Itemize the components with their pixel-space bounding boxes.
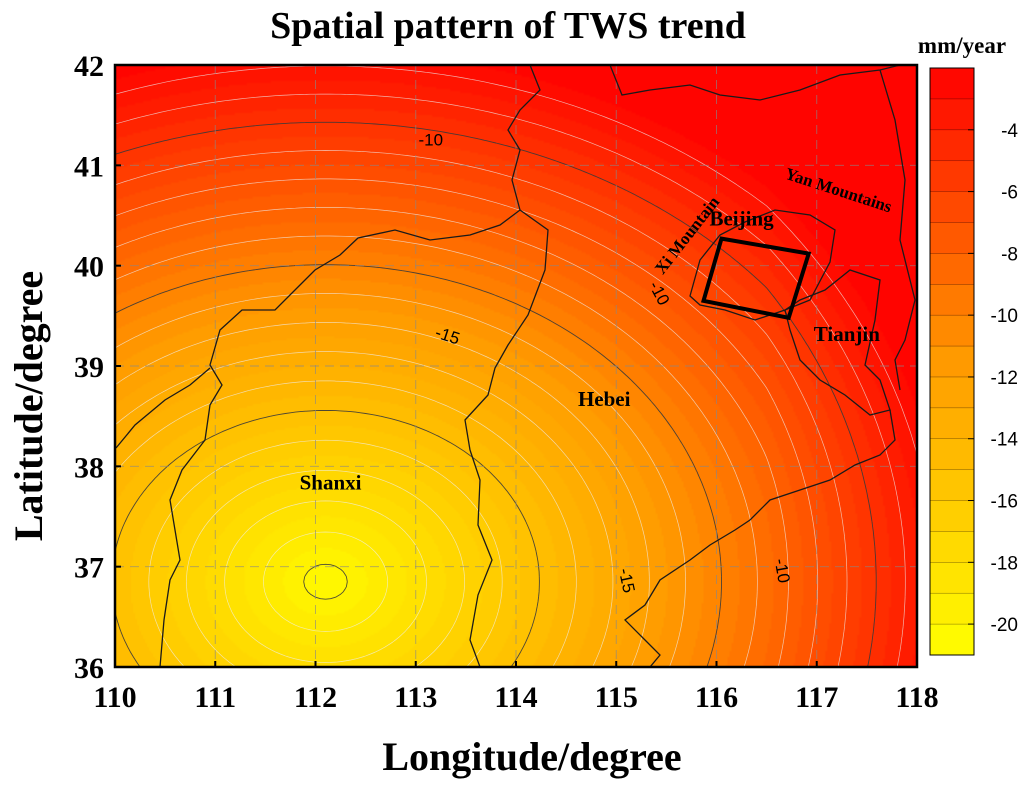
y-tick-label: 38 [74, 451, 104, 484]
contour-line-minor [115, 351, 614, 667]
x-tick-label: 110 [93, 681, 136, 714]
colorbar-band [930, 68, 974, 100]
contour-line-minor [148, 439, 503, 667]
contour-label: -10 [419, 130, 444, 149]
study-area-box [700, 236, 812, 321]
region-label: Hebei [578, 387, 631, 411]
colorbar-band [930, 376, 974, 409]
y-tick-label: 40 [74, 251, 104, 284]
colorbar-tick-label: -14 [991, 430, 1019, 451]
coastline [879, 69, 916, 391]
colorbar-tick-label: -8 [1001, 244, 1018, 265]
y-axis-title: Latitude/degree [6, 271, 51, 541]
region-label: Tianjin [814, 322, 880, 346]
colorbar-band [930, 98, 974, 131]
y-axis: 36 37 38 39 40 41 42 [74, 50, 121, 685]
x-tick-label: 112 [294, 681, 337, 714]
colorbar-tick-label: -20 [991, 615, 1018, 636]
colorbar-band [930, 191, 974, 223]
x-axis: 110 111 112 113 114 115 116 117 118 [93, 661, 939, 714]
colorbar-tick-label: -12 [991, 368, 1018, 389]
x-tick-label: 115 [595, 681, 638, 714]
contour-line-minor [115, 207, 789, 667]
colorbar-band [930, 624, 974, 656]
chart-title: Spatial pattern of TWS trend [270, 5, 746, 47]
plot-area [115, 65, 917, 667]
colorbar-unit: mm/year [918, 33, 1006, 58]
colorbar-tick-label: -16 [991, 492, 1018, 513]
colorbar-band [930, 469, 974, 502]
contour-line-minor [115, 235, 758, 667]
contour-lines [115, 65, 917, 667]
colorbar-band [930, 160, 974, 193]
colorbar-band [930, 438, 974, 471]
region-label: Shanxi [300, 470, 362, 494]
colorbar-ticks: -4 -6 -8 -10 -12 -14 -16 -18 -20 [968, 121, 1018, 636]
inner-mongolia-border [507, 65, 541, 211]
colorbar-band [930, 593, 974, 625]
x-tick-label: 117 [795, 681, 838, 714]
contour-line-minor [115, 322, 650, 667]
y-tick-label: 41 [74, 150, 104, 183]
colorbar-band [930, 531, 974, 563]
x-tick-label: 114 [494, 681, 537, 714]
x-tick-label: 118 [895, 681, 938, 714]
x-tick-label: 113 [394, 681, 437, 714]
hebei-outer-border-west [115, 367, 211, 449]
x-axis-title: Longitude/degree [382, 734, 681, 779]
colorbar-band [930, 253, 974, 285]
hebei-shandong-border [624, 409, 896, 667]
y-tick-label: 39 [74, 351, 104, 384]
colorbar-band [930, 315, 974, 347]
tianjin-border [784, 269, 891, 416]
colorbar-frame [929, 67, 975, 656]
contour-label: -10 [771, 557, 794, 585]
contour-line-minor [186, 470, 465, 667]
colorbar-band [930, 284, 974, 316]
x-tick-label: 116 [695, 681, 738, 714]
colorbar-tick-label: -10 [991, 306, 1018, 327]
colorbar-band [930, 222, 974, 254]
y-tick-label: 42 [74, 50, 104, 83]
colorbar: mm/year -4 -6 -8 -10 -12 -14 -16 -18 -20 [918, 33, 1018, 656]
colorbar-band [930, 129, 974, 162]
beijing-border [689, 209, 836, 321]
colorbar-band [930, 562, 974, 594]
colorbar-tick-label: -18 [991, 553, 1018, 574]
contour-line-minor [115, 150, 848, 667]
x-tick-label: 111 [194, 681, 236, 714]
colorbar-tick-label: -6 [1001, 183, 1018, 204]
contour-line-minor [115, 178, 819, 667]
colorbar-band [930, 407, 974, 440]
y-tick-label: 36 [74, 652, 104, 685]
contour-line-minor [115, 380, 577, 667]
colorbar-band [930, 346, 974, 378]
colorbar-tick-label: -4 [1001, 121, 1018, 142]
contour-line-minor [115, 293, 686, 667]
province-borders [115, 65, 916, 667]
contour-label: -15 [615, 567, 639, 595]
colorbar-band [930, 500, 974, 532]
grid-lines [115, 65, 917, 667]
contour-line-minor [263, 531, 388, 632]
y-tick-label: 37 [74, 552, 104, 585]
colorbar-bands [930, 68, 974, 656]
hebei-north-border [609, 65, 901, 101]
region-label: Beijing [709, 207, 774, 231]
shanxi-hebei-border [159, 209, 549, 667]
